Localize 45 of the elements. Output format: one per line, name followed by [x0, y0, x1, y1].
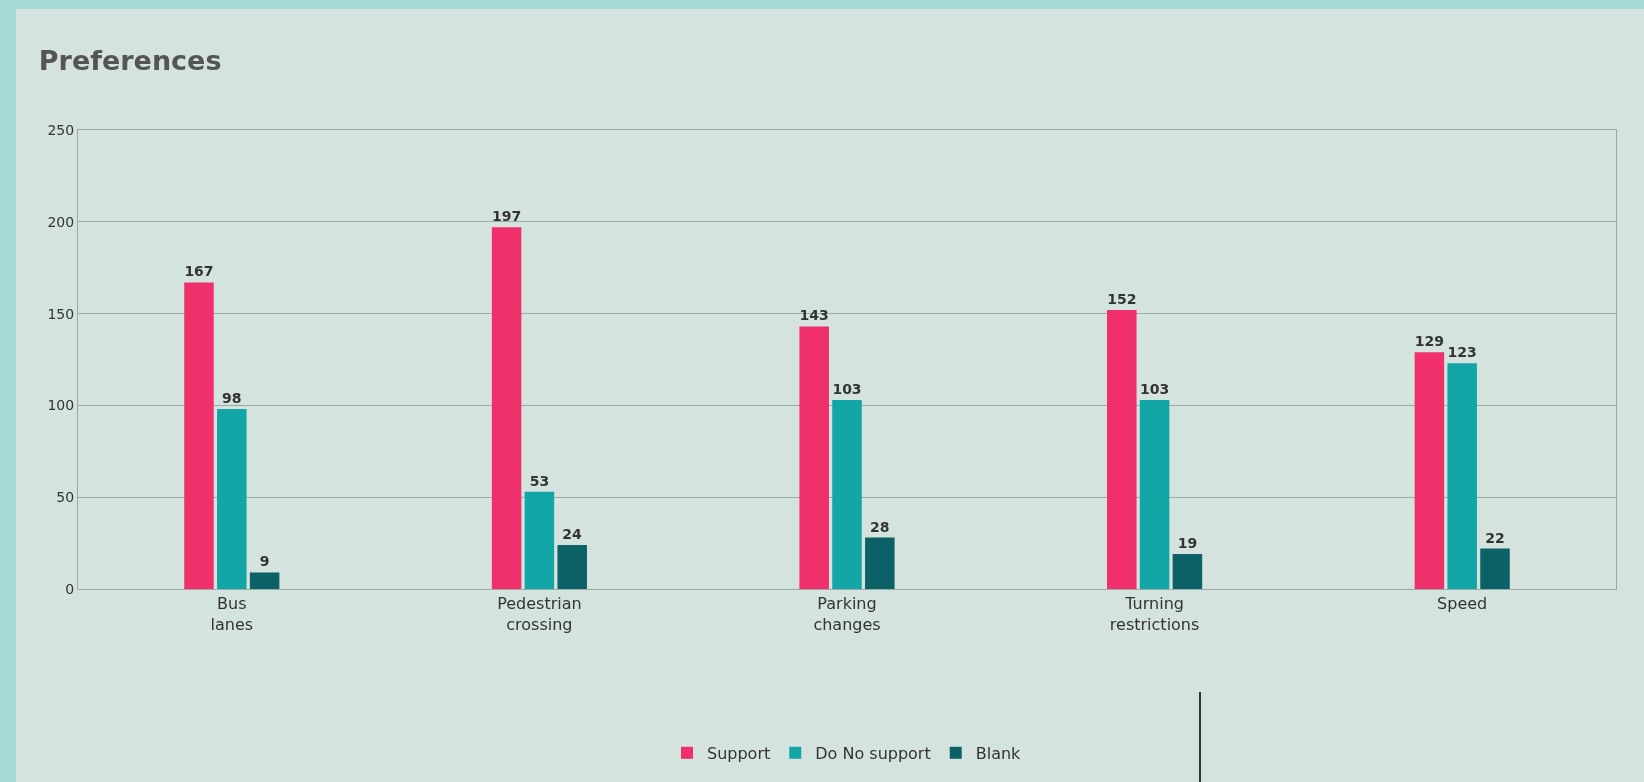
y-tick-label: 250: [47, 121, 75, 138]
data-label: 22: [1485, 529, 1505, 546]
data-label: 143: [799, 307, 829, 324]
bar: [1139, 399, 1170, 589]
bar: [832, 399, 862, 589]
y-tick-label: 100: [47, 397, 75, 414]
x-tick-label: Speed: [1437, 594, 1488, 614]
bar: [799, 326, 829, 589]
legend-label: Do No support: [815, 744, 931, 764]
data-label: 24: [562, 525, 583, 542]
data-label: 53: [529, 472, 550, 489]
bar: [865, 537, 895, 589]
x-tick-label: Parking changes: [813, 594, 881, 634]
bar: [184, 282, 214, 589]
y-tick-label: 200: [47, 213, 75, 230]
data-label: 152: [1107, 290, 1137, 307]
data-label: 98: [222, 390, 242, 407]
data-label: 167: [184, 263, 214, 280]
data-label: 103: [1139, 380, 1170, 397]
y-tick-label: 50: [56, 489, 75, 506]
data-label: 103: [832, 380, 862, 397]
bar: [1480, 548, 1510, 589]
x-tick-label: Turning restrictions: [1109, 594, 1200, 634]
data-label: 28: [870, 518, 890, 535]
bar: [524, 491, 555, 589]
bar: [1447, 363, 1477, 589]
data-label: 9: [259, 553, 270, 570]
bar: [217, 409, 247, 589]
bar: [1107, 309, 1137, 589]
bar: [491, 227, 522, 589]
bar: [1172, 554, 1203, 589]
y-tick-label: 0: [65, 580, 75, 597]
legend-label: Blank: [975, 744, 1022, 764]
data-label: 123: [1447, 344, 1477, 361]
x-tick-label: Pedestrian crossing: [497, 594, 582, 634]
x-tick-label: Bus lanes: [210, 594, 254, 634]
bar: [1414, 352, 1445, 589]
data-label: 19: [1177, 535, 1198, 552]
y-tick-label: 150: [47, 305, 75, 322]
bar: [249, 572, 280, 589]
data-label: 197: [491, 208, 522, 225]
bar: [557, 544, 587, 589]
legend-label: Support: [707, 744, 771, 764]
data-label: 129: [1414, 333, 1444, 350]
chart-title: Preferences: [38, 45, 222, 77]
